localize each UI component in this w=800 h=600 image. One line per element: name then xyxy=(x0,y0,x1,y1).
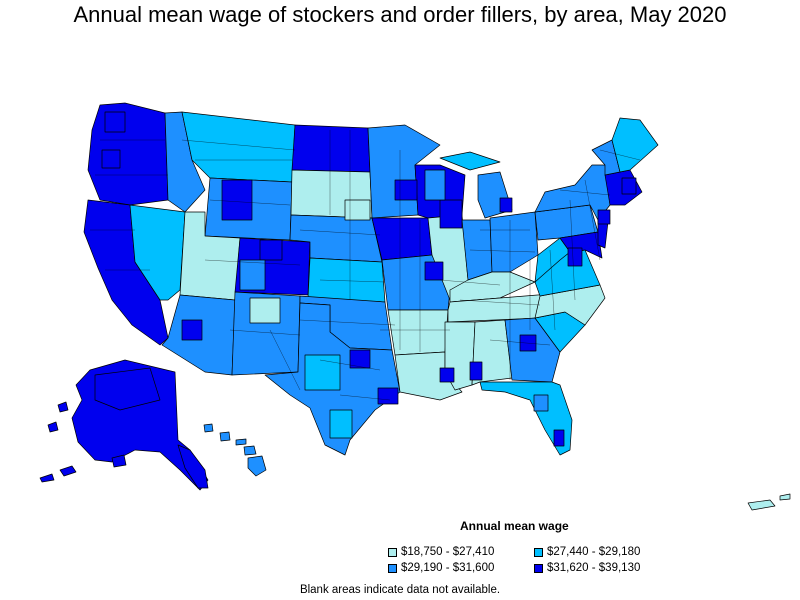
alaska xyxy=(39,359,209,491)
region-ohio xyxy=(489,211,539,273)
area-texas-west xyxy=(304,354,341,391)
area-new-orleans xyxy=(439,367,455,383)
legend-item-tier2: $27,440 - $29,180 xyxy=(534,546,640,558)
map-title: Annual mean wage of stockers and order f… xyxy=(73,2,727,27)
area-dc xyxy=(567,247,583,267)
legend-item-tier3: $29,190 - $31,600 xyxy=(388,562,494,574)
legend-label: $31,620 - $39,130 xyxy=(547,562,641,574)
region-alaska-aleutian-2 xyxy=(39,473,55,483)
region-hawaii-big-island xyxy=(247,455,267,477)
legend-swatch xyxy=(534,563,543,573)
area-new-york-city xyxy=(597,209,611,225)
area-miami xyxy=(553,429,565,447)
area-kc xyxy=(424,261,444,281)
puerto-rico xyxy=(747,493,791,511)
region-alaska-southeast xyxy=(177,444,209,489)
region-pacific-northwest xyxy=(87,102,169,206)
region-arkansas xyxy=(387,309,449,356)
area-memphis xyxy=(469,361,483,381)
region-alaska-north xyxy=(94,367,161,411)
hawaii xyxy=(203,423,267,477)
area-phoenix xyxy=(181,319,203,341)
region-hawaii-molokai xyxy=(235,438,247,446)
legend-swatch xyxy=(534,547,543,557)
region-kansas xyxy=(307,257,386,303)
area-houston xyxy=(377,387,399,405)
region-alaska-aleutian-1 xyxy=(59,465,77,477)
legend-label: $18,750 - $27,410 xyxy=(401,546,495,558)
area-seattle xyxy=(104,111,126,133)
area-portland xyxy=(101,149,121,169)
region-hawaii-oahu xyxy=(219,431,231,442)
legend-label: $27,440 - $29,180 xyxy=(547,546,641,558)
region-iowa xyxy=(371,217,433,261)
region-west-virginia xyxy=(534,237,571,283)
region-hawaii-kauai xyxy=(203,423,214,433)
area-wyoming-east xyxy=(221,179,253,221)
legend-swatch xyxy=(388,547,397,557)
area-chicago xyxy=(439,199,463,229)
region-michigan-upper xyxy=(439,151,501,171)
area-tampa xyxy=(533,394,549,412)
area-denver xyxy=(259,239,283,261)
area-texas-south xyxy=(329,409,353,439)
legend-title: Annual mean wage xyxy=(460,519,569,533)
area-nm-central xyxy=(249,297,281,324)
area-colorado-west xyxy=(239,259,266,291)
legend-swatch xyxy=(388,563,397,573)
region-montana xyxy=(181,111,296,183)
legend-item-tier1: $18,750 - $27,410 xyxy=(388,546,494,558)
region-florida xyxy=(479,381,573,456)
area-sd-east xyxy=(344,199,371,221)
area-michigan-detroit xyxy=(499,197,513,213)
region-virgin-islands xyxy=(779,493,791,501)
region-vermont-nh xyxy=(591,139,621,176)
region-alaska-kodiak xyxy=(111,454,127,468)
region-puerto-rico xyxy=(747,499,776,511)
legend-item-tier4: $31,620 - $39,130 xyxy=(534,562,640,574)
area-minneapolis xyxy=(394,179,418,201)
region-hawaii-maui xyxy=(243,445,257,456)
region-alaska-island-sw xyxy=(47,421,59,433)
area-oklahoma-city xyxy=(349,349,371,369)
sub-area-highlights xyxy=(101,111,637,447)
region-north-dakota xyxy=(291,124,371,173)
legend-label: $29,190 - $31,600 xyxy=(401,562,495,574)
region-maine xyxy=(611,117,659,173)
area-wisconsin-east xyxy=(424,169,446,201)
region-alaska-island-w xyxy=(57,401,69,413)
area-boundaries xyxy=(90,130,641,401)
area-boston xyxy=(621,177,637,195)
footnote: Blank areas indicate data not available. xyxy=(299,584,501,596)
